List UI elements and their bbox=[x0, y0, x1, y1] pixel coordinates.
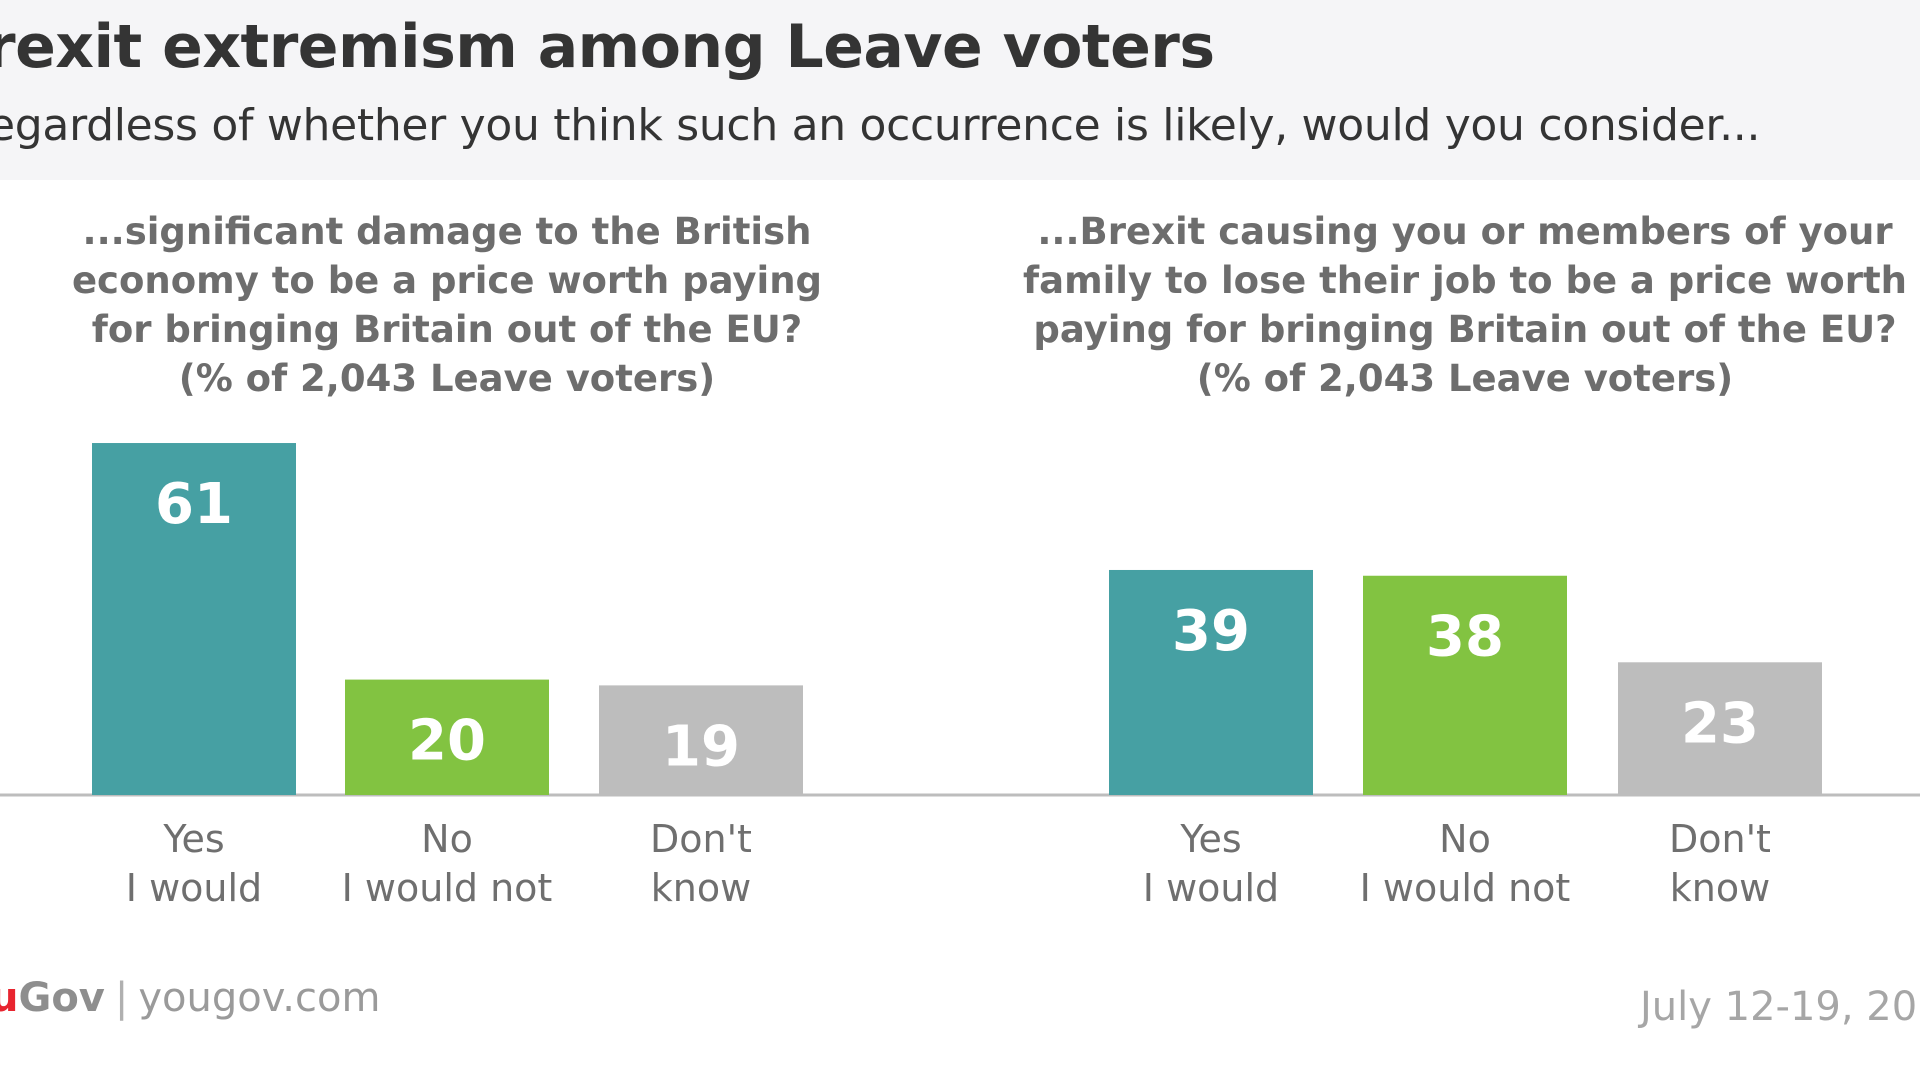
category-label-2-2-2: I would not bbox=[1360, 866, 1571, 910]
chart-header: rexit extremism among Leave voters egard… bbox=[0, 0, 1920, 180]
value-label-1-3: 19 bbox=[662, 714, 740, 779]
logo-separator: | bbox=[114, 975, 129, 1021]
question-line-1-2: economy to be a price worth paying bbox=[72, 259, 822, 302]
yougov-logo: uGov | yougov.com bbox=[0, 975, 380, 1021]
value-label-2-1: 39 bbox=[1172, 599, 1250, 664]
category-label-2-1-1: Yes bbox=[1179, 817, 1241, 861]
category-label-2-3-2: know bbox=[1670, 866, 1770, 910]
category-label-1-1-2: I would bbox=[126, 866, 262, 910]
question-line-2-1: ...Brexit causing you or members of your bbox=[1037, 210, 1893, 253]
question-line-1-1: ...significant damage to the British bbox=[83, 210, 812, 253]
category-label-2-3-1: Don't bbox=[1669, 817, 1771, 861]
logo-brand: Gov bbox=[18, 975, 105, 1021]
site-url: yougov.com bbox=[138, 975, 381, 1021]
category-label-1-2-2: I would not bbox=[342, 866, 553, 910]
bar-2-3 bbox=[1618, 662, 1822, 795]
question-line-2-3: paying for bringing Britain out of the E… bbox=[1033, 308, 1896, 351]
fieldwork-date: July 12-19, 20 bbox=[1640, 984, 1918, 1030]
bar-1-3 bbox=[599, 685, 803, 795]
chart-title: rexit extremism among Leave voters bbox=[0, 12, 1215, 82]
bar-2-2 bbox=[1363, 575, 1567, 795]
logo-red-letter: u bbox=[0, 975, 19, 1021]
question-line-1-3: for bringing Britain out of the EU? bbox=[92, 308, 802, 351]
category-label-1-3-2: know bbox=[651, 866, 751, 910]
bar-1-2 bbox=[345, 679, 549, 795]
question-line-1-4: (% of 2,043 Leave voters) bbox=[179, 357, 715, 400]
category-label-1-1-1: Yes bbox=[162, 817, 224, 861]
value-label-1-2: 20 bbox=[408, 709, 486, 774]
bar-2-1 bbox=[1109, 569, 1313, 795]
bar-1-1 bbox=[92, 443, 296, 795]
category-label-2-2-1: No bbox=[1439, 817, 1491, 861]
chart-subtitle: egardless of whether you think such an o… bbox=[0, 100, 1761, 151]
value-label-2-2: 38 bbox=[1426, 605, 1504, 670]
question-line-2-2: family to lose their job to be a price w… bbox=[1023, 259, 1907, 302]
value-label-1-1: 61 bbox=[155, 472, 233, 537]
question-line-2-4: (% of 2,043 Leave voters) bbox=[1197, 357, 1733, 400]
category-label-2-1-2: I would bbox=[1143, 866, 1279, 910]
value-label-2-3: 23 bbox=[1681, 691, 1759, 756]
category-label-1-2-1: No bbox=[421, 817, 473, 861]
category-label-1-3-1: Don't bbox=[650, 817, 752, 861]
